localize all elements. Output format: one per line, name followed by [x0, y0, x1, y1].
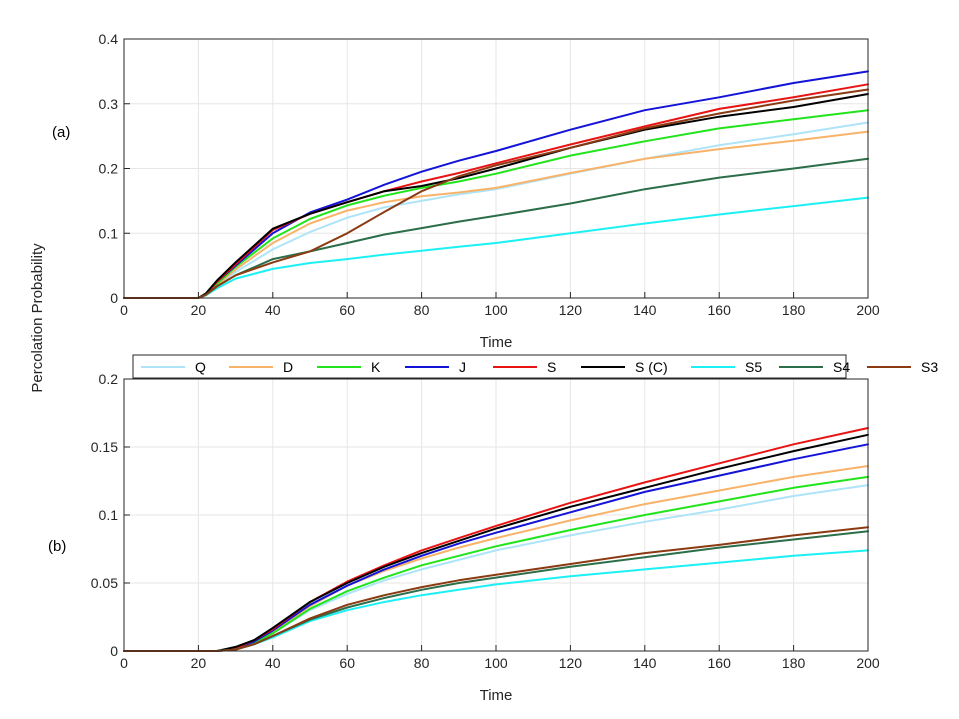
legend-label: S5	[745, 359, 762, 375]
panel-a-ytick-label: 0.3	[99, 96, 119, 112]
panel-b-xtick-label: 20	[191, 655, 207, 671]
panel-a-series-s-c	[123, 93, 869, 299]
panel-b-xtick-label: 60	[339, 655, 355, 671]
panel-a-ticks: 0 20 40 60 80 100 120 140 160 180 200 0 0.1 0.2 0.3 0.4	[99, 31, 880, 318]
panel-a-xtick-label: 180	[782, 302, 806, 318]
legend-entry: S3	[867, 359, 938, 375]
legend-entry: K	[317, 359, 381, 375]
panel-a-xtick-label: 80	[414, 302, 430, 318]
legend-label: S4	[833, 359, 850, 375]
panel-a-ytick-label: 0.4	[99, 31, 119, 47]
panel-b-xlabel: Time	[480, 687, 513, 704]
legend-label: Q	[195, 359, 206, 375]
panel-a-xtick-label: 60	[339, 302, 355, 318]
panel-a-ytick-label: 0.2	[99, 161, 119, 177]
panel-a-label: (a)	[52, 124, 70, 141]
panel-a-xtick-label: 140	[633, 302, 657, 318]
panel-b-xtick-label: 80	[414, 655, 430, 671]
panel-b-lines	[123, 427, 869, 652]
legend-label: J	[459, 359, 466, 375]
panel-a-xtick-label: 100	[484, 302, 508, 318]
y-axis-label: Percolation Probability	[29, 243, 46, 393]
panel-b-xtick-label: 180	[782, 655, 806, 671]
legend-entry: D	[229, 359, 293, 375]
panel-b-xtick-label: 120	[559, 655, 583, 671]
panel-b-xtick-label: 0	[120, 655, 128, 671]
panel-a-xtick-label: 20	[191, 302, 207, 318]
panel-a-ytick-label: 0.1	[99, 225, 119, 241]
panel-a-xtick-label: 0	[120, 302, 128, 318]
legend-label: D	[283, 359, 293, 375]
panel-a-xtick-label: 120	[559, 302, 583, 318]
panel-a-ytick-label: 0	[110, 290, 118, 306]
panel-b-xtick-label: 160	[708, 655, 732, 671]
panel-b-ytick-label: 0.15	[91, 439, 118, 455]
legend-entry: S5	[691, 359, 762, 375]
panel-b-xtick-label: 40	[265, 655, 281, 671]
panel-b-ytick-label: 0.05	[91, 575, 118, 591]
legend-label: K	[371, 359, 381, 375]
panel-b-ticks: 0 20 40 60 80 100 120 140 160 180 200 0 0.05 0.1 0.15 0…	[91, 371, 880, 671]
panel-a-series-s5	[123, 196, 869, 299]
panel-b-ytick-label: 0.2	[99, 371, 119, 387]
legend-label: S	[547, 359, 556, 375]
legend-entry: S (C)	[581, 359, 668, 375]
panel-b-ytick-label: 0	[110, 643, 118, 659]
legend: Q D K J S S (C) S5 S4 S3	[132, 354, 938, 379]
panel-b-xtick-label: 100	[484, 655, 508, 671]
panel-b-series-s3	[123, 526, 869, 652]
panel-a-xtick-label: 160	[708, 302, 732, 318]
legend-entry: S	[493, 359, 556, 375]
legend-label: S3	[921, 359, 938, 375]
panel-a-lines	[123, 70, 869, 299]
panel-b-label: (b)	[48, 538, 66, 555]
panel-b-series-s-c	[123, 433, 869, 652]
panel-b: 0 20 40 60 80 100 120 140 160 180 200 0 0.05 0.1 0.15 0…	[48, 371, 880, 704]
legend-box	[132, 354, 847, 379]
legend-items: Q D K J S S (C) S5 S4 S3	[141, 359, 938, 375]
legend-entry: J	[405, 359, 466, 375]
panel-a-xtick-label: 200	[856, 302, 880, 318]
panel-b-xtick-label: 200	[856, 655, 880, 671]
panel-a-xlabel: Time	[480, 334, 513, 351]
legend-entry: S4	[779, 359, 850, 375]
panel-a-series-s3	[123, 88, 869, 299]
legend-label: S (C)	[635, 359, 668, 375]
panel-b-ytick-label: 0.1	[99, 507, 119, 523]
panel-a-xtick-label: 40	[265, 302, 281, 318]
panel-b-xtick-label: 140	[633, 655, 657, 671]
panel-a: 0 20 40 60 80 100 120 140 160 180 200 0 0.1 0.2 0.3 0.4…	[52, 31, 880, 351]
legend-entry: Q	[141, 359, 206, 375]
